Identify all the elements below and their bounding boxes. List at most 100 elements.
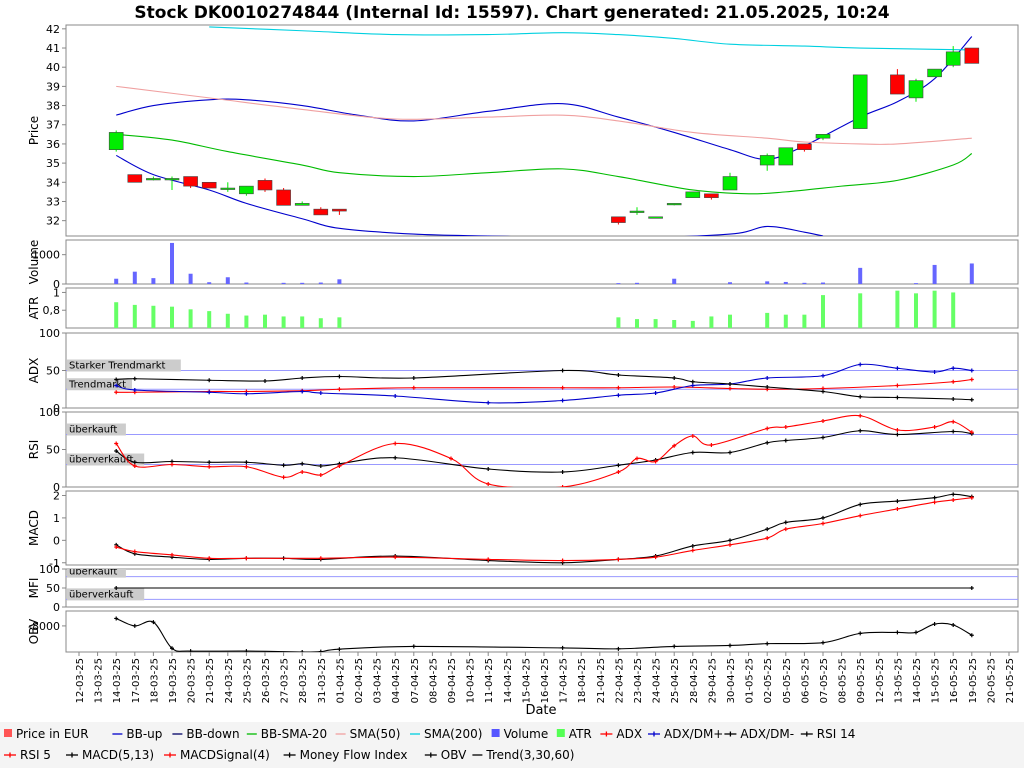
- x-tick-label: 16-04-25: [540, 658, 551, 703]
- candle-body: [257, 180, 273, 191]
- volume-bar: [281, 282, 286, 284]
- mfi-plot-area: überkauft überverkauft: [66, 569, 1018, 601]
- series-point: [969, 368, 974, 373]
- x-tick-label: 05-05-25: [782, 658, 793, 703]
- series-point: [300, 470, 305, 474]
- volume-bar: [728, 282, 732, 284]
- macd-panel-frame: [65, 490, 1019, 566]
- atr-bar: [895, 290, 900, 328]
- volume-bar: [914, 283, 918, 284]
- series-point: [300, 650, 305, 652]
- series-point: [616, 463, 621, 468]
- volume-y-axis-label: Volume: [27, 240, 41, 285]
- series-point: [337, 647, 342, 652]
- adx-panel: 0 50 100 ADX Starker Trendmarkt Trendmarkt: [27, 327, 1019, 415]
- macd-panel: -1 0 1 2 MACD: [27, 489, 1019, 570]
- legend-item: SMA(200): [410, 727, 482, 741]
- legend-item: RSI 5: [4, 748, 51, 762]
- atr-bar: [616, 317, 621, 328]
- series-point: [244, 460, 249, 465]
- series-point: [393, 441, 398, 446]
- series-point: [114, 377, 119, 382]
- candle-body: [276, 189, 291, 206]
- x-tick-label: 18-03-25: [149, 658, 160, 703]
- legend-background: [0, 722, 1024, 768]
- series-point: [895, 366, 900, 371]
- series-point: [560, 368, 565, 373]
- series-point: [486, 400, 491, 405]
- legend-item: OBV: [424, 748, 467, 762]
- series-point: [932, 622, 937, 627]
- price-y-tick-label: 40: [46, 61, 60, 74]
- atr-bar: [281, 316, 286, 328]
- legend-label: OBV: [441, 748, 467, 762]
- volume-bar: [318, 282, 323, 284]
- candle-body: [201, 181, 217, 189]
- x-tick-label: 07-04-25: [410, 658, 421, 703]
- mfi-y-axis-label: MFI: [27, 578, 41, 599]
- series-point: [895, 499, 900, 504]
- x-tick-label: 01-05-25: [745, 658, 756, 703]
- legend-item: ATR: [556, 727, 592, 741]
- x-tick-label: 21-03-25: [205, 658, 216, 703]
- series-point: [690, 434, 695, 438]
- series-point: [653, 459, 658, 464]
- price-plot-area: [108, 26, 980, 236]
- series-point: [765, 641, 770, 646]
- rsi-y-axis-label: RSI: [27, 440, 41, 460]
- volume-bar: [616, 283, 621, 284]
- series-point: [114, 449, 119, 453]
- x-tick-label: 09-04-25: [447, 658, 458, 703]
- price-panel-frame: [65, 24, 1019, 237]
- x-tick-label: 09-05-25: [856, 658, 867, 703]
- atr-bar: [821, 295, 825, 328]
- x-tick-label: 20-03-25: [187, 658, 198, 703]
- volume-bar: [932, 264, 937, 284]
- series-point: [951, 379, 956, 384]
- series-point: [728, 382, 732, 386]
- series-point: [411, 376, 416, 380]
- series-point: [114, 390, 119, 395]
- x-axis: 12-03-25 13-03-25 14-03-25 17-03-25 18-03-25…: [75, 652, 1016, 703]
- series-point: [969, 633, 974, 638]
- series-point: [858, 394, 863, 399]
- legend-label: SMA(200): [424, 727, 482, 741]
- atr-bar: [728, 314, 732, 328]
- x-tick-label: 25-04-25: [670, 658, 681, 703]
- atr-bar: [932, 290, 937, 328]
- legend-swatch: [491, 729, 500, 737]
- x-tick-label: 23-04-25: [633, 658, 644, 703]
- series-point: [951, 497, 956, 502]
- price-y-tick-label: 42: [46, 23, 60, 36]
- series-point: [244, 391, 249, 396]
- legend-item: Money Flow Index: [283, 748, 407, 762]
- legend-label: ADX: [616, 727, 642, 741]
- legend-item: MACD(5,13): [66, 748, 154, 762]
- legend-item: ADX/DM+: [648, 727, 723, 741]
- volume-bar: [635, 282, 639, 284]
- series-line-rsi-14: [115, 430, 972, 473]
- x-tick-label: 06-05-25: [800, 658, 811, 703]
- series-point: [114, 586, 119, 590]
- threshold-label-bg: [67, 423, 126, 436]
- threshold-label: überkauft: [69, 425, 117, 436]
- atr-bar: [951, 292, 956, 328]
- x-tick-label: 13-05-25: [893, 658, 904, 703]
- series-point: [337, 464, 342, 468]
- x-tick-label: 04-04-25: [391, 658, 402, 703]
- series-point: [318, 464, 323, 468]
- series-point: [765, 376, 770, 380]
- series-line-sma-200-: [209, 26, 972, 51]
- series-point: [951, 419, 956, 424]
- series-point: [653, 391, 658, 395]
- series-point: [709, 443, 714, 447]
- series-point: [783, 527, 788, 532]
- threshold-label-bg: [67, 588, 145, 601]
- series-point: [858, 362, 863, 367]
- atr-bar: [207, 311, 212, 328]
- series-point: [969, 495, 974, 500]
- candle-body: [685, 191, 701, 198]
- legend: Price in EUR BB-up BB-down BB-SMA-20 SMA(50)…: [0, 722, 1024, 768]
- atr-bar: [858, 293, 863, 328]
